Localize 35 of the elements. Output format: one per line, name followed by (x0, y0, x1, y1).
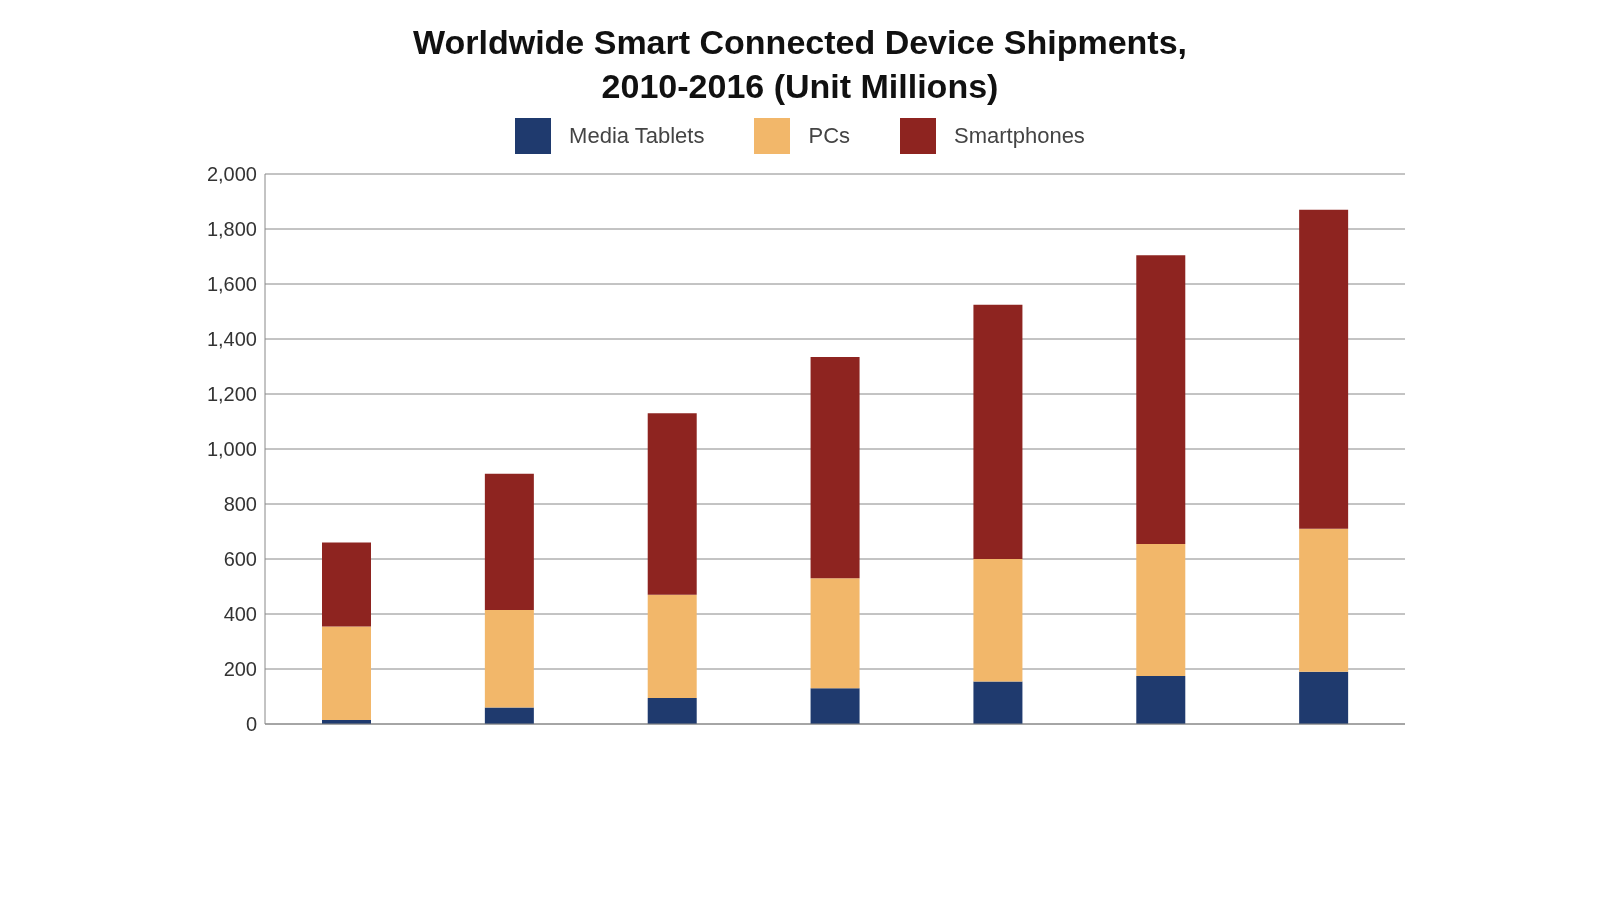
y-tick-label: 1,200 (206, 383, 257, 406)
bar (973, 559, 1023, 682)
y-tick-label: 1,400 (206, 328, 257, 351)
legend-label: PCs (808, 123, 851, 150)
bar (484, 610, 534, 708)
bar (810, 688, 860, 725)
bar (1299, 210, 1349, 530)
bar (1299, 672, 1349, 725)
bar (322, 542, 371, 627)
bar (973, 305, 1023, 560)
y-tick-label: 600 (223, 548, 257, 571)
bar (810, 357, 860, 579)
legend-label: Media Tablets (569, 123, 705, 150)
bar (322, 626, 371, 721)
bar (1136, 544, 1186, 677)
bar (1136, 255, 1186, 545)
y-tick-label: 400 (223, 603, 257, 626)
y-tick-label: 1,000 (206, 438, 257, 461)
y-tick-label: 1,800 (206, 218, 257, 241)
y-tick-label: 2,000 (206, 163, 257, 186)
bar (647, 698, 697, 725)
legend-label: Smartphones (954, 123, 1085, 150)
bar (1299, 529, 1349, 673)
bar (810, 578, 860, 689)
bar (647, 413, 697, 596)
bar (647, 595, 697, 699)
bar (484, 707, 534, 725)
y-tick-label: 200 (223, 658, 257, 681)
bar (484, 474, 534, 611)
y-tick-label: 0 (245, 713, 257, 736)
y-tick-label: 1,600 (206, 273, 257, 296)
bar (1136, 676, 1186, 725)
bar (973, 681, 1023, 725)
y-tick-label: 800 (223, 493, 257, 516)
chart-title: Worldwide Smart Connected Device Shipments, 2010-2016 (Unit Millions) (412, 22, 1188, 108)
